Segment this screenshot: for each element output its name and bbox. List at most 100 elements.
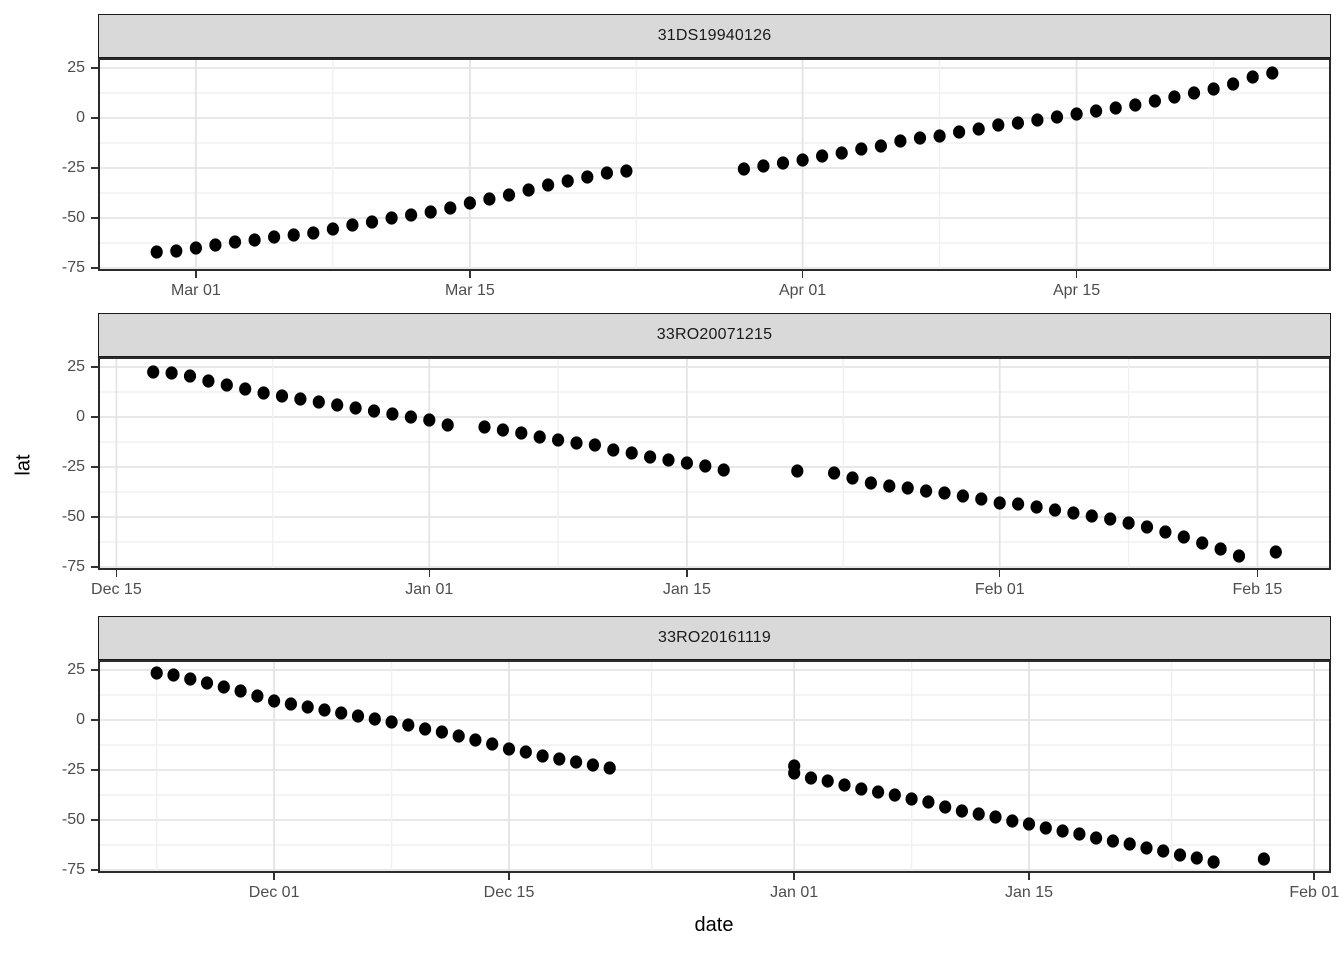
data-point xyxy=(553,752,566,766)
data-point xyxy=(1227,77,1240,91)
data-point xyxy=(607,443,620,457)
data-point xyxy=(1168,90,1181,104)
data-point xyxy=(737,162,751,176)
x-tick-label: Mar 01 xyxy=(170,282,221,299)
data-point xyxy=(838,778,851,792)
data-point xyxy=(1177,530,1190,544)
x-tick-label: Feb 01 xyxy=(1289,884,1340,901)
y-tick-label: -25 xyxy=(61,458,85,475)
data-point xyxy=(939,800,952,814)
data-point xyxy=(835,146,848,160)
y-tick-label: 0 xyxy=(76,408,85,425)
x-tick-mark xyxy=(801,271,804,278)
data-point xyxy=(791,464,804,478)
data-point xyxy=(972,807,985,821)
data-point xyxy=(1030,500,1043,514)
data-point xyxy=(552,433,565,447)
data-point xyxy=(1148,94,1161,108)
data-point xyxy=(1196,536,1209,550)
data-point xyxy=(788,766,801,780)
data-point xyxy=(515,426,528,440)
y-tick-mark xyxy=(91,669,98,671)
x-tick-label: Jan 01 xyxy=(770,884,819,901)
x-tick-mark xyxy=(115,570,118,577)
data-point xyxy=(883,479,896,493)
data-point xyxy=(318,703,331,717)
data-point xyxy=(1106,834,1119,848)
data-point xyxy=(147,365,160,379)
data-point xyxy=(1159,525,1172,539)
y-tick-label: -75 xyxy=(61,259,85,276)
data-point xyxy=(404,410,417,424)
facet-strip-label: 33RO20161119 xyxy=(657,629,771,646)
x-tick-mark xyxy=(469,271,471,278)
data-point xyxy=(424,205,437,219)
data-point xyxy=(150,245,163,259)
data-point xyxy=(385,715,398,729)
x-tick-mark xyxy=(1313,873,1315,880)
facet-panel xyxy=(98,660,1331,873)
data-point xyxy=(828,466,841,480)
data-point xyxy=(1140,841,1153,855)
data-point xyxy=(284,697,297,711)
y-tick-label: 0 xyxy=(76,711,85,728)
data-point xyxy=(992,118,1005,132)
data-point xyxy=(478,420,491,434)
data-point xyxy=(1109,101,1122,115)
facet-strip-label: 33RO20071215 xyxy=(656,326,773,343)
y-tick-mark xyxy=(91,366,98,368)
data-point xyxy=(1012,497,1025,511)
data-point xyxy=(1056,824,1069,838)
x-tick-label: Apr 01 xyxy=(778,282,827,299)
data-point xyxy=(1157,844,1170,858)
y-tick-label: -25 xyxy=(61,159,85,176)
x-tick-label: Jan 01 xyxy=(405,581,454,598)
data-point xyxy=(1090,831,1103,845)
data-point xyxy=(620,164,633,178)
x-tick-label: Dec 15 xyxy=(91,581,142,598)
data-point xyxy=(1006,814,1019,828)
scatter-points xyxy=(147,365,1282,563)
y-tick-mark xyxy=(91,267,98,269)
data-point xyxy=(239,382,252,396)
data-point xyxy=(1104,512,1117,526)
data-point xyxy=(1140,520,1154,534)
data-point xyxy=(183,369,197,383)
data-point xyxy=(920,484,933,498)
x-axis-title: date xyxy=(694,914,734,936)
x-tick-mark xyxy=(1075,271,1078,278)
y-tick-label: 25 xyxy=(67,358,85,375)
data-point xyxy=(1123,837,1136,851)
data-point xyxy=(533,430,546,444)
y-tick-mark xyxy=(91,869,98,871)
y-tick-mark xyxy=(91,67,98,69)
data-point xyxy=(346,218,359,232)
y-tick-mark xyxy=(91,769,98,771)
data-point xyxy=(1122,516,1135,530)
data-point xyxy=(855,142,868,156)
data-point xyxy=(463,196,476,210)
data-point xyxy=(268,694,281,708)
facet-panel xyxy=(98,58,1331,271)
data-point xyxy=(469,733,482,747)
x-tick-label: Dec 01 xyxy=(248,884,300,901)
data-point xyxy=(993,496,1006,510)
data-point xyxy=(570,436,583,450)
data-point xyxy=(874,139,888,153)
data-point xyxy=(1067,506,1080,520)
data-point xyxy=(581,170,594,184)
y-tick-mark xyxy=(91,217,98,219)
data-point xyxy=(165,366,178,380)
x-tick-mark xyxy=(686,570,688,577)
x-tick-mark xyxy=(998,570,1001,577)
data-point xyxy=(386,407,399,421)
data-point xyxy=(419,722,432,736)
data-point xyxy=(570,755,583,769)
data-point xyxy=(189,241,202,255)
data-point xyxy=(901,481,914,495)
data-point xyxy=(1039,821,1052,835)
data-point xyxy=(600,166,613,180)
y-tick-mark xyxy=(91,466,98,468)
data-point xyxy=(441,418,454,432)
data-point xyxy=(1257,852,1270,866)
